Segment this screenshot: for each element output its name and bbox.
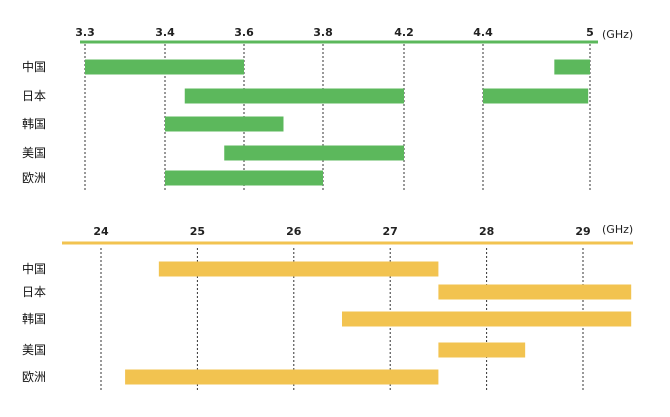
bottom-range-bar bbox=[438, 342, 526, 358]
top-tick-label: 4.4 bbox=[473, 26, 493, 39]
bottom-category-label: 中国 bbox=[22, 261, 46, 276]
bottom-range-bar bbox=[438, 284, 632, 300]
top-category-label: 美国 bbox=[22, 146, 46, 160]
top-category-label: 韩国 bbox=[22, 116, 46, 131]
bottom-category-label: 欧洲 bbox=[22, 370, 46, 384]
top-category-label: 日本 bbox=[22, 89, 46, 103]
top-range-bar bbox=[554, 59, 590, 75]
bottom-category-label: 韩国 bbox=[22, 311, 46, 326]
bottom-tick-label: 29 bbox=[575, 225, 590, 238]
bottom-category-label: 日本 bbox=[22, 285, 46, 299]
top-axis-unit: (GHz) bbox=[602, 28, 633, 41]
top-category-label: 中国 bbox=[22, 59, 46, 74]
top-tick-label: 4.2 bbox=[394, 26, 414, 39]
bottom-tick-label: 24 bbox=[93, 225, 109, 238]
bottom-range-bar bbox=[125, 369, 439, 385]
top-range-bar bbox=[165, 170, 323, 186]
top-tick-label: 3.8 bbox=[313, 26, 333, 39]
bottom-range-bar bbox=[342, 311, 632, 327]
top-range-bar bbox=[85, 59, 244, 75]
top-tick-label: 3.3 bbox=[75, 26, 95, 39]
bottom-tick-label: 27 bbox=[383, 225, 398, 238]
top-tick-label: 5 bbox=[586, 26, 594, 39]
top-range-bar bbox=[224, 145, 404, 161]
top-range-bar bbox=[165, 116, 284, 132]
top-tick-label: 3.4 bbox=[155, 26, 175, 39]
top-range-bar bbox=[184, 88, 404, 104]
top-tick-label: 3.6 bbox=[234, 26, 254, 39]
bottom-tick-label: 28 bbox=[479, 225, 494, 238]
bottom-category-label: 美国 bbox=[22, 343, 46, 357]
top-range-bar bbox=[483, 88, 589, 104]
bottom-axis-unit: (GHz) bbox=[602, 223, 633, 236]
bottom-range-bar bbox=[158, 261, 439, 277]
bottom-tick-label: 26 bbox=[286, 225, 302, 238]
bottom-tick-label: 25 bbox=[190, 225, 205, 238]
top-category-label: 欧洲 bbox=[22, 171, 46, 185]
